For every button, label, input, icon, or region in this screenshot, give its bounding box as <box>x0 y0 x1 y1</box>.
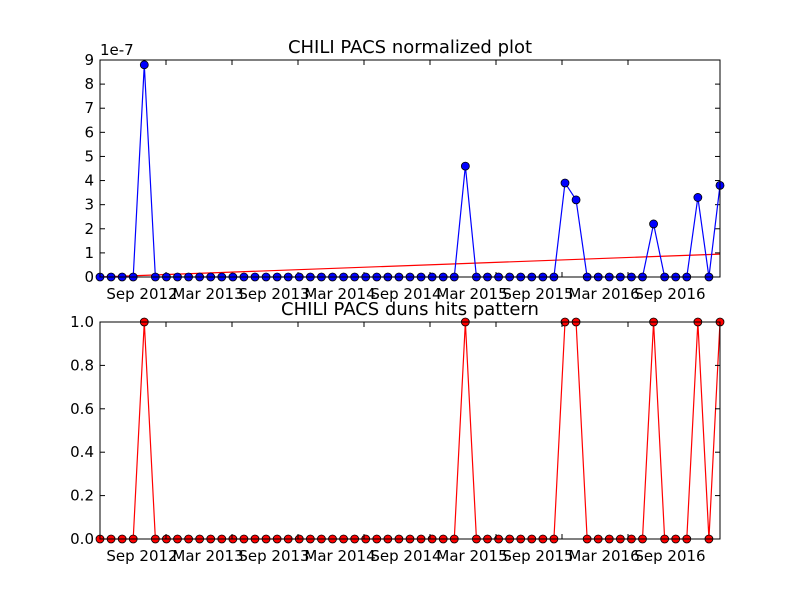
y-tick-label: 3 <box>84 196 94 214</box>
y-tick-label: 4 <box>84 172 94 190</box>
y-tick-label: 2 <box>84 220 94 238</box>
y-tick-label: 9 <box>84 51 94 69</box>
y-tick-label: 0.8 <box>70 356 94 374</box>
y-tick-label: 8 <box>84 75 94 93</box>
y-tick-label: 5 <box>84 147 94 165</box>
x-tick-label: Mar 2014 <box>304 547 375 565</box>
y-tick-label: 7 <box>84 99 94 117</box>
x-tick-label: Mar 2013 <box>172 547 243 565</box>
x-tick-label: Sep 2014 <box>370 285 441 303</box>
y-offset-label: 1e-7 <box>100 41 134 59</box>
x-tick-label: Mar 2015 <box>436 285 507 303</box>
series-line <box>100 64 721 278</box>
trend-line <box>99 253 721 278</box>
y-tick-label: 0.4 <box>70 443 94 461</box>
x-tick-label: Sep 2012 <box>106 285 177 303</box>
tick-marks <box>99 321 720 540</box>
data-point <box>571 195 581 205</box>
x-tick-label: Sep 2014 <box>370 547 441 565</box>
x-tick-label: Mar 2014 <box>304 285 375 303</box>
x-tick-label: Sep 2013 <box>238 285 309 303</box>
data-point <box>460 161 470 171</box>
x-tick-label: Sep 2015 <box>502 547 573 565</box>
data-point <box>560 178 570 188</box>
tick-marks <box>99 59 720 278</box>
x-tick-label: Sep 2016 <box>634 547 705 565</box>
x-tick-label: Mar 2016 <box>568 285 639 303</box>
x-tick-label: Mar 2013 <box>172 285 243 303</box>
chart-title: CHILI PACS duns hits pattern <box>281 299 539 320</box>
x-tick-label: Mar 2016 <box>568 547 639 565</box>
y-tick-labels: 0 1 2 3 4 5 6 7 8 9 <box>84 51 94 286</box>
y-tick-label: 0.2 <box>70 487 94 505</box>
x-tick-label: Mar 2015 <box>436 547 507 565</box>
y-tick-label: 0.6 <box>70 400 94 418</box>
chart-title: CHILI PACS normalized plot <box>288 37 532 58</box>
data-point <box>649 219 658 229</box>
normalized-plot-axes: CHILI PACS normalized plot 1e-7 0 1 2 3 4 5 6 7… <box>84 37 725 303</box>
x-tick-label: Sep 2016 <box>634 285 705 303</box>
series <box>95 317 725 544</box>
y-tick-label: 0.0 <box>70 530 94 548</box>
x-tick-label: Sep 2015 <box>502 285 573 303</box>
x-tick-label: Sep 2012 <box>106 547 177 565</box>
plot-frame <box>99 59 721 278</box>
y-tick-label: 0 <box>84 268 94 286</box>
x-tick-label: Sep 2013 <box>238 547 309 565</box>
series <box>95 60 725 282</box>
y-tick-label: 1.0 <box>70 313 94 331</box>
series-line <box>100 321 721 540</box>
data-point <box>693 193 703 202</box>
plot-frame <box>99 321 721 540</box>
y-tick-label: 1 <box>84 244 94 262</box>
trend-line-segment <box>99 253 721 278</box>
y-tick-label: 6 <box>84 123 94 141</box>
y-tick-labels: 0.0 0.2 0.4 0.6 0.8 1.0 <box>70 313 94 548</box>
data-point <box>139 60 149 70</box>
